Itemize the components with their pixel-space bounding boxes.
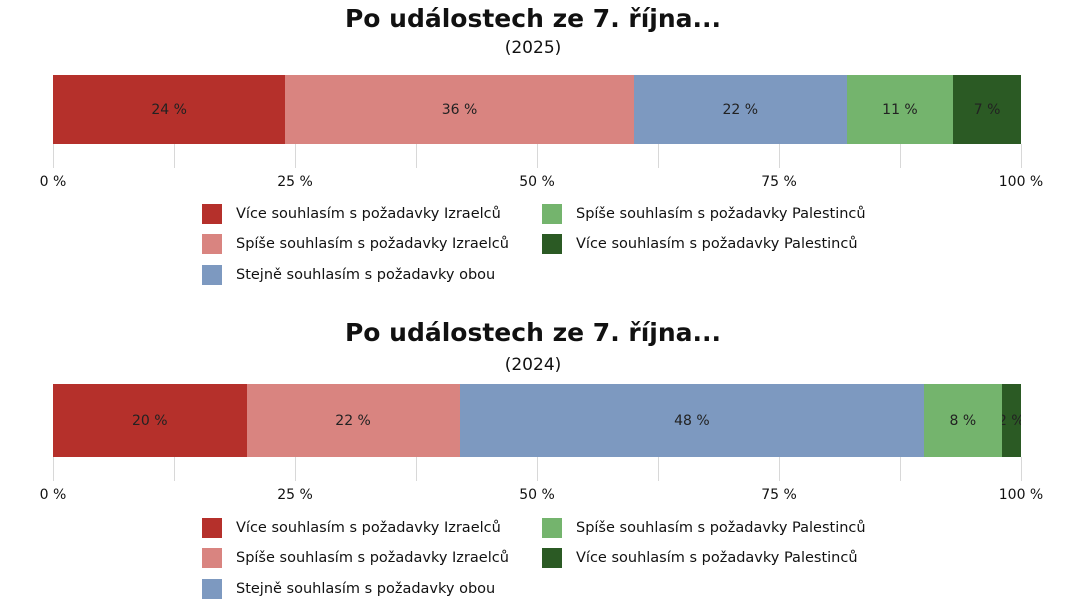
tick-mark [779, 457, 780, 481]
legend-label: Spíše souhlasím s požadavky Palestinců [576, 206, 866, 222]
tick-label: 75 % [761, 174, 797, 190]
tick-label: 25 % [277, 487, 313, 503]
legend-label: Stejně souhlasím s požadavky obou [236, 267, 496, 283]
data-label: 20 % [132, 412, 168, 429]
data-label: 11 % [882, 101, 918, 118]
legend-item: Více souhlasím s požadavky Palestinců [542, 234, 858, 254]
data-label: 8 % [949, 412, 977, 429]
legend-swatch [542, 204, 562, 224]
legend-label: Více souhlasím s požadavky Palestinců [576, 236, 858, 252]
tick-mark [658, 144, 659, 168]
tick-label: 75 % [761, 487, 797, 503]
legend-label: Spíše souhlasím s požadavky Palestinců [576, 520, 866, 536]
chart-subtitle: (2025) [504, 38, 562, 58]
legend-swatch [542, 234, 562, 254]
tick-label: 100 % [998, 487, 1044, 503]
legend-swatch [542, 518, 562, 538]
x-axis: 0 % 25 % 50 % 75 % 100 % [40, 144, 1043, 190]
legend-label: Spíše souhlasím s požadavky Izraelců [236, 236, 509, 252]
legend-swatch [202, 548, 222, 568]
legend-item: Stejně souhlasím s požadavky obou [202, 579, 495, 599]
data-label: 7 % [973, 101, 1001, 118]
data-label: 2 % [1001, 412, 1021, 429]
legend-item: Spíše souhlasím s požadavky Izraelců [202, 548, 509, 568]
bar-segment: 24 % [53, 75, 286, 144]
tick-mark [174, 144, 175, 168]
chart-subtitle: (2024) [504, 355, 562, 375]
legend-label: Spíše souhlasím s požadavky Izraelců [236, 550, 509, 566]
legend-item: Spíše souhlasím s požadavky Palestinců [542, 204, 866, 224]
x-axis: 0 % 25 % 50 % 75 % 100 % [40, 457, 1043, 503]
legend-item: Spíše souhlasím s požadavky Palestinců [542, 518, 866, 538]
legend-label: Více souhlasím s požadavky Izraelců [236, 206, 501, 222]
tick-mark [658, 457, 659, 481]
data-label: 36 % [441, 101, 478, 118]
legend-label: Stejně souhlasím s požadavky obou [236, 581, 496, 597]
tick-label: 50 % [519, 174, 555, 190]
tick-mark [900, 144, 901, 168]
data-label: 22 % [722, 101, 759, 118]
bar-segment: 8 % [924, 384, 1002, 457]
bar-segment: 22 % [246, 384, 460, 457]
tick-label: 0 % [39, 487, 67, 503]
legend-swatch [202, 518, 222, 538]
bar-segment: 36 % [285, 75, 634, 144]
legend-item: Více souhlasím s požadavky Izraelců [202, 518, 501, 538]
tick-mark [416, 144, 417, 168]
bar-segment: 22 % [633, 75, 847, 144]
legend-label: Více souhlasím s požadavky Palestinců [576, 550, 858, 566]
tick-mark [537, 144, 538, 168]
tick-label: 100 % [998, 174, 1044, 190]
legend-swatch [542, 548, 562, 568]
tick-mark [900, 457, 901, 481]
tick-mark [779, 144, 780, 168]
legend-item: Více souhlasím s požadavky Izraelců [202, 204, 501, 224]
legend-swatch [202, 579, 222, 599]
bar-segment: 7 % [953, 75, 1021, 144]
chart-title: Po událostech ze 7. října... [344, 4, 722, 33]
data-label: 22 % [335, 412, 371, 429]
tick-mark [295, 457, 296, 481]
data-label: 48 % [674, 412, 710, 429]
tick-label: 50 % [519, 487, 555, 503]
stacked-bar: 24 % 36 % 22 % 11 % 7 % [53, 75, 1021, 144]
tick-mark [174, 457, 175, 481]
tick-label: 0 % [39, 174, 67, 190]
tick-mark [537, 457, 538, 481]
tick-mark [53, 144, 54, 168]
bar-segment: 11 % [846, 75, 954, 144]
legend-swatch [202, 204, 222, 224]
chart-title: Po událostech ze 7. října... [344, 318, 722, 347]
tick-label: 25 % [277, 174, 313, 190]
legend-swatch [202, 234, 222, 254]
data-label: 24 % [151, 101, 187, 118]
legend-item: Stejně souhlasím s požadavky obou [202, 265, 495, 285]
legend: Více souhlasím s požadavky Izraelců Spíše… [202, 518, 902, 610]
legend-item: Spíše souhlasím s požadavky Izraelců [202, 234, 509, 254]
legend-label: Více souhlasím s požadavky Izraelců [236, 520, 501, 536]
bar-segment: 48 % [459, 384, 925, 457]
tick-mark [1021, 144, 1022, 168]
stacked-bar: 20 % 22 % 48 % 8 % 2 % [53, 384, 1021, 457]
tick-mark [1021, 457, 1022, 481]
legend-swatch [202, 265, 222, 285]
bar-segment: 20 % [53, 384, 247, 457]
tick-mark [416, 457, 417, 481]
tick-mark [295, 144, 296, 168]
legend-item: Více souhlasím s požadavky Palestinců [542, 548, 858, 568]
legend: Více souhlasím s požadavky Izraelců Spíše… [202, 204, 902, 296]
tick-mark [53, 457, 54, 481]
bar-segment: 2 % [1001, 384, 1021, 457]
